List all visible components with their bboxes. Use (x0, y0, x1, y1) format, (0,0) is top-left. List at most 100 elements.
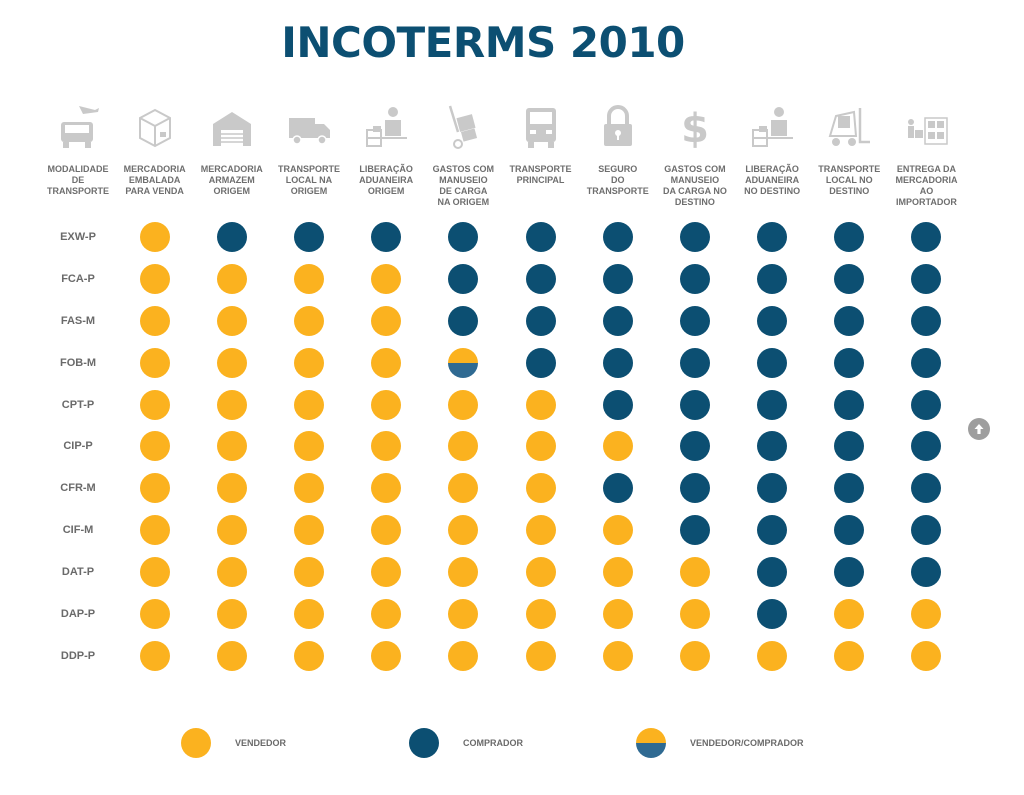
matrix-cell (502, 635, 579, 677)
column-header: MERCADORIA EMBALADA PARA VENDA (116, 98, 193, 216)
matrix-cell (270, 635, 347, 677)
matrix-cell (888, 384, 965, 426)
column-header: MERCADORIA ARMAZEM ORIGEM (193, 98, 270, 216)
comprador-dot (679, 473, 710, 504)
matrix-cell (116, 258, 193, 300)
matrix-cell (193, 384, 270, 426)
vendedor-dot (293, 557, 324, 588)
hand-truck-icon (440, 102, 486, 154)
matrix-cell (811, 342, 888, 384)
matrix-cell (502, 467, 579, 509)
matrix-cell (425, 467, 502, 509)
matrix-cell (656, 425, 733, 467)
matrix-cell (348, 467, 425, 509)
matrix-cell (656, 384, 733, 426)
matrix-cell (116, 551, 193, 593)
comprador-dot (834, 431, 865, 462)
matrix-cell (888, 342, 965, 384)
comprador-dot (834, 473, 865, 504)
vendedor-dot (525, 557, 556, 588)
matrix-cell (888, 593, 965, 635)
vendedor-dot (139, 557, 170, 588)
column-header: LIBERAÇÃO ADUANEIRA ORIGEM (348, 98, 425, 216)
package-box-icon (132, 102, 178, 154)
matrix-cell (502, 216, 579, 258)
page-title: INCOTERMS 2010 (281, 18, 685, 67)
matrix-cell (270, 216, 347, 258)
row-label-term: EXW-P (60, 230, 96, 243)
row-label-term: CPT-P (61, 398, 95, 411)
vendedor-dot (525, 389, 556, 420)
column-header: TRANSPORTE LOCAL NA ORIGEM (270, 98, 347, 216)
matrix-cell (502, 384, 579, 426)
vendedor-dot (448, 557, 479, 588)
comprador-dot (602, 347, 633, 378)
scroll-to-top-button[interactable] (968, 418, 990, 440)
dollar-icon: $ (672, 102, 718, 154)
matrix-cell (270, 425, 347, 467)
legend-swatch (409, 728, 439, 758)
matrix-cell (656, 509, 733, 551)
row-label-term: CIF-M (62, 524, 94, 537)
matrix-cell (425, 342, 502, 384)
column-label: MODALIDADE DE TRANSPORTE (46, 164, 109, 196)
vendedor-dot (602, 431, 633, 462)
legend: VENDEDOR COMPRADOR VENDEDOR/COMPRADOR (0, 728, 1024, 762)
comprador-dot (757, 557, 788, 588)
comprador-dot (216, 221, 247, 252)
matrix-cell (348, 551, 425, 593)
matrix-cell (425, 551, 502, 593)
vendedor-dot (602, 515, 633, 546)
matrix-cell (811, 551, 888, 593)
matrix-cell (502, 551, 579, 593)
column-label: SEGURO DO TRANSPORTE (586, 164, 649, 196)
matrix-cell (425, 300, 502, 342)
row-label-term: FCA-P (61, 272, 95, 285)
vendedor-dot (371, 431, 402, 462)
matrix-cell (811, 467, 888, 509)
matrix-cell (270, 593, 347, 635)
vendedor-dot (525, 431, 556, 462)
column-label: GASTOS COM MANUSEIO DE CARGA NA ORIGEM (432, 164, 495, 207)
vendedor-dot (371, 347, 402, 378)
vendedor-dot (139, 640, 170, 671)
header-modalidade: MODALIDADE DE TRANSPORTE (40, 98, 116, 216)
comprador-dot (448, 221, 479, 252)
vendedor-dot (139, 263, 170, 294)
comprador-dot (679, 431, 710, 462)
matrix-cell (579, 425, 656, 467)
comprador-dot (679, 515, 710, 546)
column-label: TRANSPORTE LOCAL NA ORIGEM (277, 164, 340, 196)
matrix-cell (656, 258, 733, 300)
matrix-cell (193, 342, 270, 384)
matrix-cell (270, 384, 347, 426)
comprador-dot (371, 221, 402, 252)
comprador-dot (757, 473, 788, 504)
vendedor-dot (679, 640, 710, 671)
matrix-cell (425, 593, 502, 635)
matrix-cell (579, 216, 656, 258)
matrix-cell (888, 467, 965, 509)
matrix-cell (348, 300, 425, 342)
column-header: TRANSPORTE PRINCIPAL (502, 98, 579, 216)
matrix-cell (116, 384, 193, 426)
svg-text:$: $ (681, 106, 709, 152)
matrix-cell (348, 216, 425, 258)
matrix-cell (734, 593, 811, 635)
vendedor-dot (139, 598, 170, 629)
matrix-cell (348, 635, 425, 677)
vendedor-dot (371, 263, 402, 294)
matrix-cell (811, 593, 888, 635)
matrix-cell (193, 425, 270, 467)
matrix-cell (579, 258, 656, 300)
matrix-cell (811, 509, 888, 551)
vendedor-dot (911, 598, 942, 629)
matrix-cell (811, 425, 888, 467)
matrix-cell (502, 509, 579, 551)
vendedor-dot (602, 598, 633, 629)
vendedor-dot (139, 431, 170, 462)
row-label-term: FAS-M (60, 314, 96, 327)
matrix-cell (425, 425, 502, 467)
vendedor-dot (139, 221, 170, 252)
matrix-cell (811, 216, 888, 258)
